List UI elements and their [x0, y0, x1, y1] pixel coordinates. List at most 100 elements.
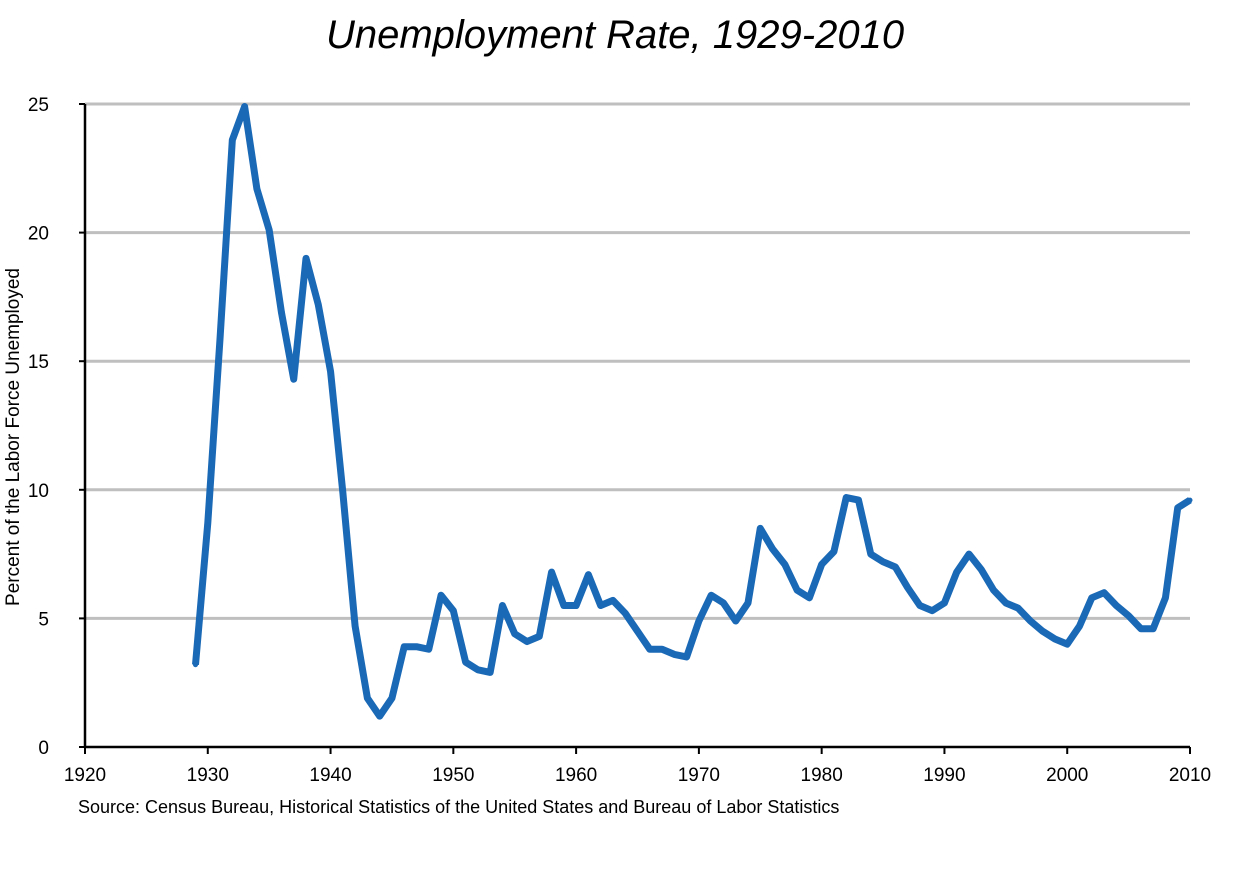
data-point-1942 [352, 623, 358, 629]
data-point-1963 [610, 597, 616, 603]
y-tick-label: 15 [28, 352, 49, 373]
data-point-1981 [831, 549, 837, 555]
data-point-1966 [647, 646, 653, 652]
data-point-1971 [708, 592, 714, 598]
data-point-1944 [377, 713, 383, 719]
data-point-1980 [819, 561, 825, 567]
data-point-2007 [1150, 626, 1156, 632]
data-point-1951 [463, 659, 469, 665]
data-point-1929 [193, 662, 198, 668]
data-point-1936 [278, 309, 284, 315]
data-point-2003 [1101, 590, 1107, 596]
data-point-1999 [1052, 636, 1058, 642]
x-tick-label: 1980 [801, 765, 843, 786]
data-point-1997 [1027, 618, 1033, 624]
data-point-2001 [1077, 623, 1082, 629]
source-note: Source: Census Bureau, Historical Statis… [78, 797, 839, 817]
data-point-1975 [757, 525, 763, 531]
data-point-1972 [720, 600, 726, 606]
data-point-1970 [696, 618, 702, 624]
data-point-2009 [1175, 505, 1181, 511]
data-point-2008 [1162, 595, 1168, 601]
x-tick-label: 1920 [64, 765, 106, 786]
data-point-2004 [1113, 603, 1119, 609]
data-point-1952 [475, 667, 481, 673]
data-point-1964 [622, 610, 628, 616]
data-point-1956 [524, 639, 530, 645]
data-point-1973 [733, 618, 739, 624]
data-point-1967 [659, 646, 665, 652]
data-point-2006 [1138, 626, 1144, 632]
data-point-1977 [782, 561, 788, 567]
data-point-1948 [426, 646, 432, 652]
data-point-1985 [880, 559, 886, 565]
data-point-1950 [450, 608, 456, 614]
data-point-1938 [303, 255, 309, 261]
data-point-1976 [770, 546, 776, 552]
data-point-1943 [364, 695, 370, 701]
data-point-1978 [794, 587, 800, 593]
y-tick-label: 25 [28, 95, 49, 116]
data-point-1990 [941, 600, 947, 606]
data-point-2010 [1187, 497, 1193, 503]
data-point-2002 [1089, 595, 1095, 601]
data-point-1960 [573, 603, 579, 609]
data-point-1934 [254, 186, 260, 192]
y-axis-label: Percent of the Labor Force Unemployed [3, 268, 24, 606]
data-point-1947 [414, 644, 419, 650]
data-point-1996 [1015, 605, 1021, 611]
data-point-1932 [229, 137, 235, 143]
data-point-1953 [487, 669, 493, 675]
data-point-1986 [892, 564, 898, 570]
data-point-1945 [389, 695, 395, 701]
y-tick-label: 10 [28, 481, 49, 502]
data-point-1982 [843, 495, 849, 501]
data-point-1989 [929, 608, 935, 614]
data-point-1983 [856, 497, 861, 503]
data-point-1946 [401, 644, 407, 650]
y-tick-label: 5 [38, 609, 49, 630]
data-point-1987 [905, 585, 911, 591]
data-point-1949 [438, 592, 444, 598]
y-tick-label: 0 [38, 738, 49, 759]
data-point-1984 [868, 551, 874, 557]
data-point-1992 [966, 551, 972, 557]
data-point-1939 [315, 302, 321, 308]
data-point-1937 [291, 376, 297, 382]
x-tick-label: 1990 [923, 765, 965, 786]
data-point-2005 [1126, 613, 1132, 619]
data-point-1979 [806, 595, 812, 601]
x-tick-label: 1930 [187, 765, 229, 786]
x-tick-label: 1970 [678, 765, 720, 786]
y-tick-label: 20 [28, 224, 49, 245]
data-points [193, 104, 1193, 719]
data-point-1959 [561, 603, 567, 609]
data-point-1940 [328, 368, 334, 374]
unemployment-rate-line [192, 103, 1192, 720]
data-point-1958 [549, 569, 555, 575]
data-point-1988 [917, 603, 923, 609]
data-point-1998 [1040, 628, 1046, 634]
data-point-1965 [635, 628, 640, 634]
y-axis-ticks: 0 5 10 15 20 25 [28, 95, 85, 759]
x-axis-ticks: 1920 1930 1940 1950 1960 1970 1980 1990 2000 2010 [64, 747, 1211, 786]
data-point-2000 [1064, 641, 1070, 647]
data-point-1968 [671, 651, 677, 657]
x-tick-label: 1950 [432, 765, 474, 786]
data-point-1930 [205, 520, 211, 526]
x-tick-label: 1960 [555, 765, 597, 786]
x-tick-label: 2000 [1046, 765, 1088, 786]
gridlines [85, 102, 1190, 620]
data-point-1993 [978, 567, 984, 573]
x-tick-label: 2010 [1169, 765, 1211, 786]
data-point-1935 [266, 227, 272, 233]
chart-title: Unemployment Rate, 1929-2010 [326, 13, 904, 57]
data-point-1954 [499, 603, 505, 609]
data-point-1962 [598, 603, 604, 609]
data-point-1969 [684, 654, 690, 660]
data-point-1991 [954, 569, 960, 575]
x-tick-label: 1940 [309, 765, 351, 786]
data-point-1931 [217, 335, 223, 341]
data-point-1961 [585, 572, 591, 578]
